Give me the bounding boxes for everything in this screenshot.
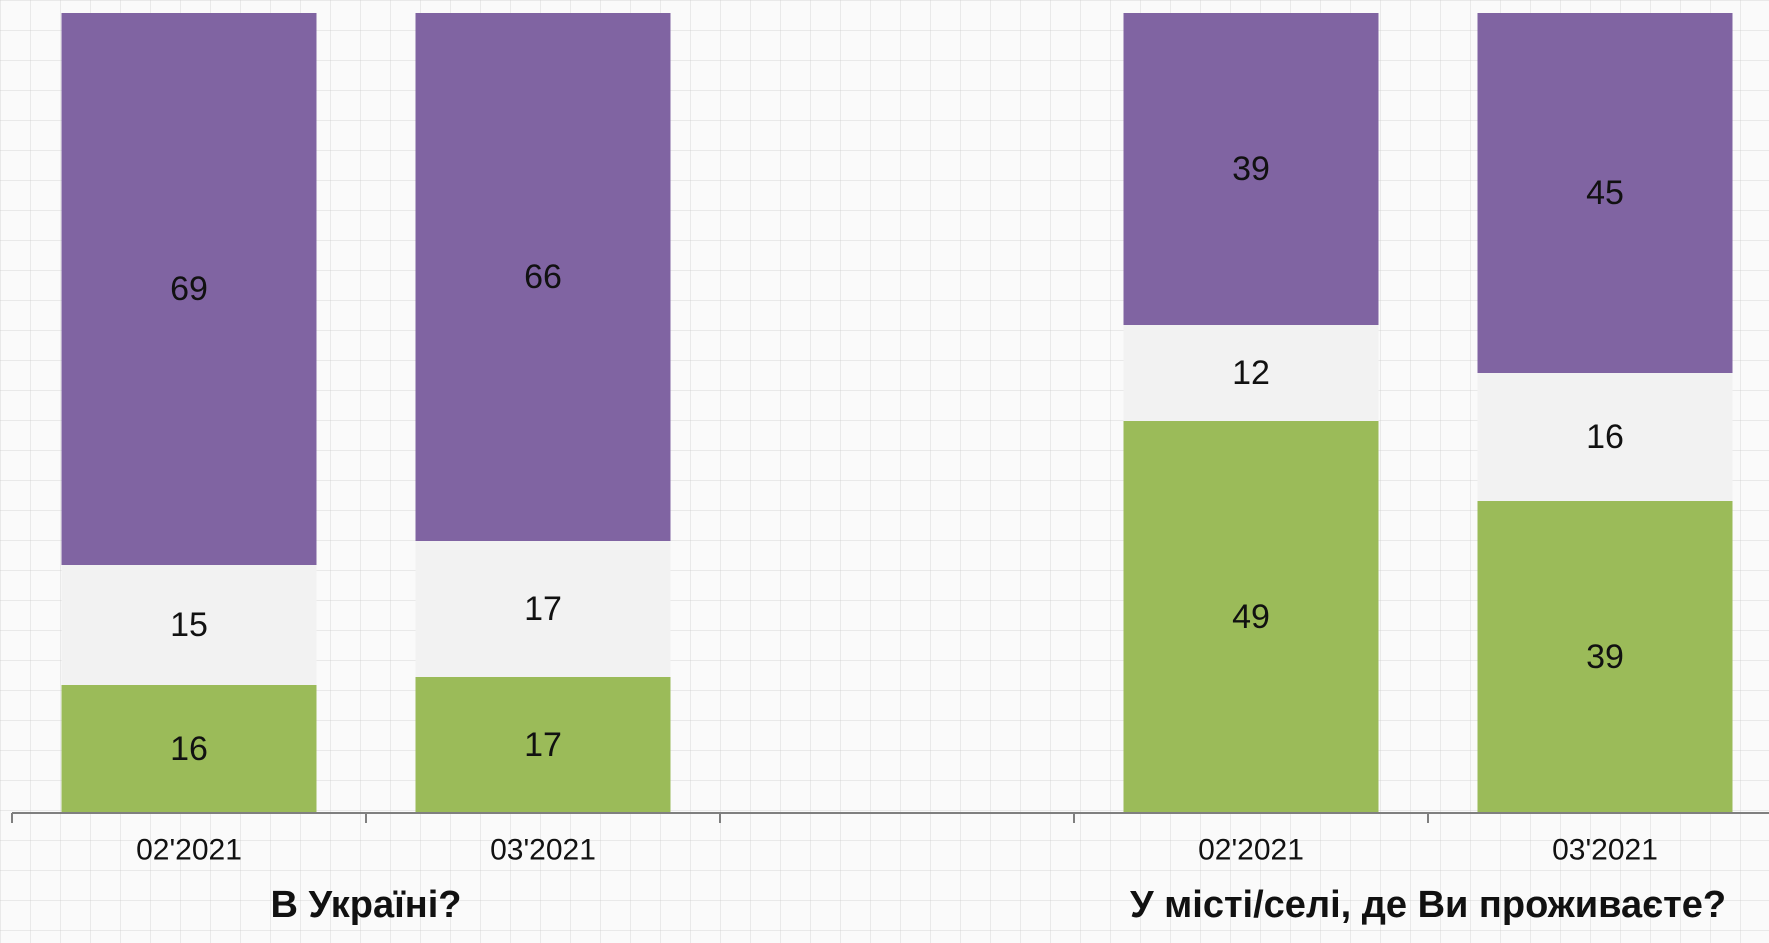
- bar-segment: [415, 677, 671, 813]
- x-tick-label: 03'2021: [490, 834, 596, 867]
- group-title: У місті/селі, де Ви проживаєте?: [1130, 884, 1726, 926]
- x-tick-label: 02'2021: [136, 834, 242, 867]
- x-tick-label: 02'2021: [1198, 834, 1304, 867]
- group-title: В Україні?: [271, 884, 462, 926]
- bar-segment: [1477, 13, 1733, 373]
- x-axis: 02'2021 03'2021 02'2021 03'2021: [11, 812, 1769, 867]
- data-label: 16: [170, 730, 208, 768]
- bar-segment: [1123, 421, 1379, 813]
- bar-segment: [1477, 501, 1733, 813]
- data-label: 17: [524, 590, 562, 628]
- data-label: 16: [1586, 418, 1624, 456]
- data-label: 17: [524, 726, 562, 764]
- x-tick-label: 03'2021: [1552, 834, 1658, 867]
- bar-segment: [61, 565, 317, 685]
- data-label: 39: [1586, 638, 1624, 676]
- bar-segment: [1123, 13, 1379, 325]
- data-label: 66: [524, 258, 562, 296]
- bar-segment: [1123, 325, 1379, 421]
- group-titles: В Україні? У місті/селі, де Ви проживаєте…: [271, 884, 1727, 926]
- bar-segment: [415, 13, 671, 541]
- bar-segment: [61, 685, 317, 813]
- data-label: 15: [170, 606, 208, 644]
- bar-segment: [61, 13, 317, 565]
- data-label: 49: [1232, 598, 1270, 636]
- data-label: 39: [1232, 150, 1270, 188]
- data-label: 45: [1586, 174, 1624, 212]
- bars-layer: 16 15 69 17 17 66 49 12 39 39 16 45: [61, 13, 1733, 813]
- data-label: 69: [170, 270, 208, 308]
- bar-segment: [415, 541, 671, 677]
- bar-segment: [1477, 373, 1733, 501]
- data-label: 12: [1232, 354, 1270, 392]
